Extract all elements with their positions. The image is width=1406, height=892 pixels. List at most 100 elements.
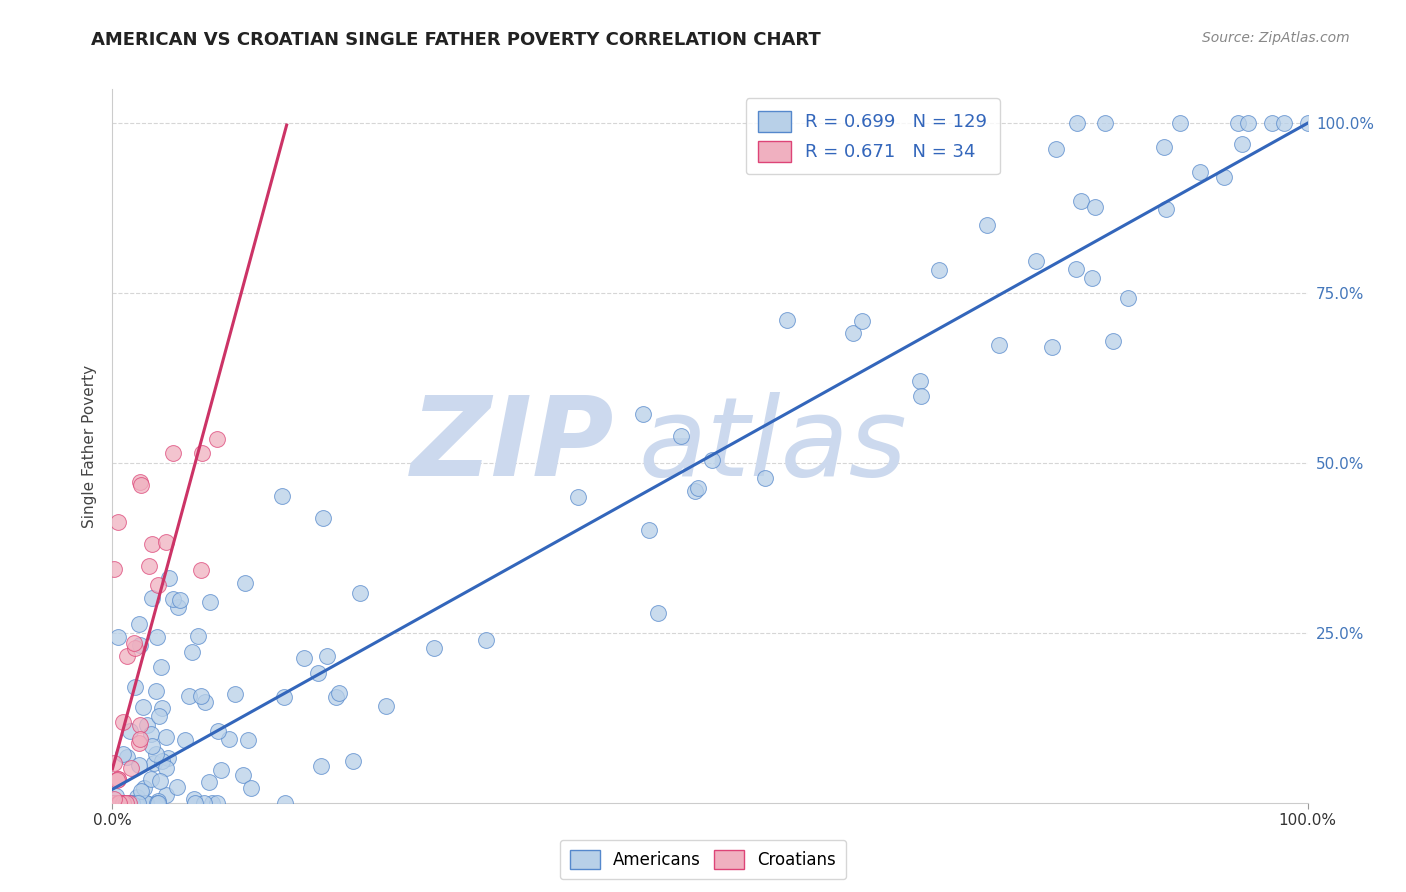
Point xyxy=(150,701,173,715)
Point xyxy=(129,732,152,747)
Point xyxy=(1084,200,1107,214)
Point xyxy=(342,754,364,768)
Point xyxy=(103,796,125,810)
Point xyxy=(139,727,162,741)
Point xyxy=(128,736,150,750)
Point xyxy=(179,690,201,704)
Legend: R = 0.699   N = 129, R = 0.671   N = 34: R = 0.699 N = 129, R = 0.671 N = 34 xyxy=(745,98,1000,174)
Point xyxy=(567,490,589,504)
Point xyxy=(1153,140,1175,154)
Point xyxy=(686,481,709,495)
Point xyxy=(423,640,446,655)
Point xyxy=(375,699,398,714)
Point xyxy=(155,761,177,775)
Point xyxy=(142,756,165,771)
Point xyxy=(167,599,190,614)
Point xyxy=(180,645,202,659)
Point xyxy=(115,649,138,664)
Point xyxy=(146,630,169,644)
Point xyxy=(1118,291,1140,305)
Point xyxy=(908,374,931,388)
Text: atlas: atlas xyxy=(638,392,907,500)
Point xyxy=(162,592,184,607)
Point xyxy=(232,768,254,782)
Point xyxy=(1066,262,1088,277)
Point xyxy=(121,796,143,810)
Point xyxy=(107,796,129,810)
Point xyxy=(141,537,163,551)
Point xyxy=(162,446,184,460)
Point xyxy=(273,690,295,705)
Point xyxy=(122,636,145,650)
Point xyxy=(129,478,152,492)
Point xyxy=(108,796,131,810)
Point xyxy=(105,772,128,787)
Point xyxy=(124,641,146,656)
Point xyxy=(976,219,998,233)
Point xyxy=(311,510,333,524)
Point xyxy=(842,326,865,341)
Point xyxy=(209,763,232,777)
Point xyxy=(145,796,167,810)
Point xyxy=(138,559,160,574)
Point xyxy=(148,578,170,592)
Point xyxy=(107,772,129,786)
Point xyxy=(207,724,229,739)
Point xyxy=(135,718,157,732)
Point xyxy=(148,796,170,810)
Point xyxy=(112,747,135,761)
Point xyxy=(103,792,125,806)
Point xyxy=(633,408,655,422)
Point xyxy=(156,751,179,765)
Point xyxy=(1272,116,1295,130)
Point xyxy=(927,262,949,277)
Point xyxy=(1168,116,1191,130)
Point xyxy=(194,695,217,709)
Point xyxy=(141,739,163,753)
Point xyxy=(1227,116,1250,130)
Point xyxy=(139,772,162,787)
Point xyxy=(1230,136,1253,151)
Point xyxy=(184,796,207,810)
Point xyxy=(190,689,212,703)
Point xyxy=(910,389,932,403)
Point xyxy=(647,606,669,620)
Point xyxy=(776,313,799,327)
Point xyxy=(166,780,188,795)
Point xyxy=(638,524,661,538)
Point xyxy=(103,562,125,576)
Point xyxy=(145,747,167,762)
Point xyxy=(1213,169,1236,184)
Point xyxy=(236,733,259,747)
Point xyxy=(1094,116,1116,130)
Text: Source: ZipAtlas.com: Source: ZipAtlas.com xyxy=(1202,31,1350,45)
Point xyxy=(135,796,157,810)
Point xyxy=(274,796,297,810)
Text: ZIP: ZIP xyxy=(411,392,614,500)
Point xyxy=(111,796,134,810)
Text: AMERICAN VS CROATIAN SINGLE FATHER POVERTY CORRELATION CHART: AMERICAN VS CROATIAN SINGLE FATHER POVER… xyxy=(91,31,821,49)
Point xyxy=(103,756,125,770)
Point xyxy=(111,715,134,730)
Point xyxy=(131,700,153,714)
Point xyxy=(201,796,224,810)
Point xyxy=(1025,253,1047,268)
Point xyxy=(193,796,215,810)
Point xyxy=(1045,142,1067,156)
Point xyxy=(128,757,150,772)
Point xyxy=(224,687,246,701)
Point xyxy=(173,733,195,747)
Point xyxy=(183,792,205,806)
Point xyxy=(115,750,138,764)
Point xyxy=(120,796,142,810)
Point xyxy=(1156,202,1178,216)
Point xyxy=(1261,116,1284,130)
Point xyxy=(134,796,156,810)
Point xyxy=(118,796,141,810)
Point xyxy=(108,796,131,810)
Point xyxy=(129,717,152,731)
Point xyxy=(207,796,229,810)
Point xyxy=(107,630,129,644)
Point xyxy=(108,796,131,810)
Point xyxy=(1040,340,1063,354)
